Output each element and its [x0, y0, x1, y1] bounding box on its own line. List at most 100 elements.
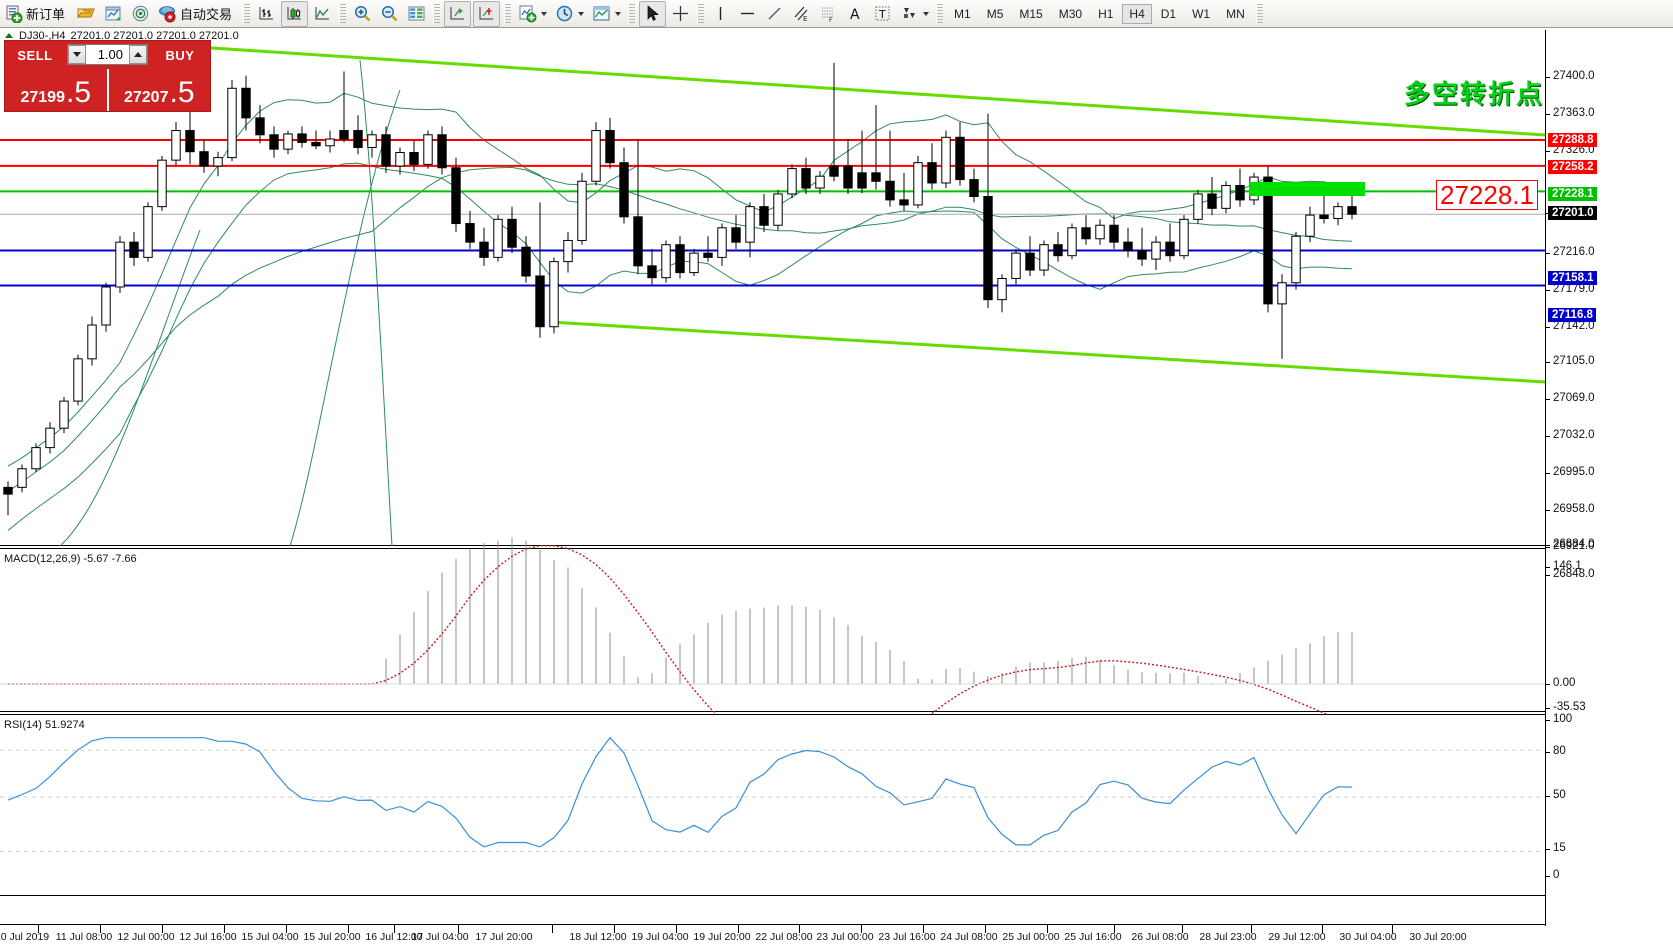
text-button[interactable]: A	[843, 1, 868, 27]
shapes-button[interactable]	[897, 1, 932, 27]
buy-price-fraction: .5	[169, 76, 195, 110]
toolbar-separator	[433, 3, 441, 24]
add-indicator-button[interactable]	[515, 1, 550, 27]
auto-trading-button[interactable]: 自动交易	[155, 1, 239, 27]
volume-input[interactable]: 1.00	[97, 47, 123, 62]
time-tick-mark	[224, 925, 225, 933]
chevron-down-icon[interactable]	[541, 11, 548, 16]
timeframe-w1[interactable]: W1	[1192, 6, 1211, 21]
time-tick-label: 17 Jul 20:00	[475, 931, 533, 943]
navigator-button[interactable]	[128, 1, 153, 27]
sell-price-integer: 27199	[20, 89, 65, 106]
auto-scroll-button[interactable]	[473, 0, 501, 27]
time-tick-mark	[38, 925, 39, 933]
new-order-label: 新订单	[26, 7, 66, 22]
time-axis[interactable]: 10 Jul 2019 11 Jul 08:00 12 Jul 00:00 12 Ju…	[0, 924, 1545, 950]
time-tick-label: 30 Jul 04:00	[1339, 931, 1397, 943]
pivot-level[interactable]: 27228.1	[1548, 187, 1597, 201]
buy-price[interactable]: 27207.5	[109, 69, 211, 111]
new-order-button[interactable]: 新订单	[1, 1, 72, 27]
trendline-button[interactable]	[762, 1, 787, 27]
toolbar-separator	[697, 3, 705, 24]
price-axis[interactable]: 27400.027363.027326.027253.027216.027179…	[1545, 30, 1673, 926]
volume-increase-button[interactable]	[129, 45, 147, 64]
equidistant-channel-button[interactable]: E	[789, 1, 814, 27]
time-tick-mark	[100, 925, 101, 933]
line-chart-button[interactable]	[310, 1, 335, 27]
time-tick-mark	[552, 925, 553, 933]
sell-button[interactable]: SELL	[17, 47, 53, 63]
time-tick-mark	[458, 925, 459, 933]
time-tick-mark	[923, 925, 924, 933]
market-watch-icon	[104, 4, 123, 23]
horizontal-line-icon	[738, 4, 757, 23]
time-tick-label: 30 Jul 20:00	[1409, 931, 1467, 943]
zoom-in-button[interactable]	[350, 1, 375, 27]
time-tick-label: 15 Jul 20:00	[303, 931, 361, 943]
current-price-level[interactable]: 27201.0	[1548, 206, 1597, 220]
zoom-out-icon	[380, 4, 399, 23]
time-tick-label: 25 Jul 00:00	[1002, 931, 1060, 943]
candlestick-chart-button[interactable]	[281, 0, 309, 27]
chart-shift-button[interactable]	[444, 0, 472, 27]
main-price-pane[interactable]	[0, 30, 1546, 547]
vertical-line-button[interactable]	[708, 1, 733, 27]
folder-button[interactable]	[74, 1, 99, 27]
sell-price[interactable]: 27199.5	[5, 69, 107, 111]
zoom-out-button[interactable]	[377, 1, 402, 27]
toolbar-separator	[1255, 3, 1263, 24]
timeframe-m30[interactable]: M30	[1058, 6, 1083, 21]
cursor-button[interactable]	[639, 0, 667, 27]
time-tick-mark	[394, 925, 395, 933]
time-tick-mark	[1251, 925, 1252, 933]
time-tick-label: 23 Jul 16:00	[878, 931, 936, 943]
vertical-line-icon	[711, 4, 730, 23]
one-click-trading-panel[interactable]: SELL 1.00 BUY 27199.5 27207.5	[4, 40, 211, 112]
volume-decrease-button[interactable]	[68, 45, 86, 64]
tile-windows-button[interactable]	[404, 1, 429, 27]
timeframe-m1[interactable]: M1	[954, 6, 971, 21]
crosshair-button[interactable]	[668, 1, 693, 27]
crosshair-icon	[671, 4, 690, 23]
timeframe-mn[interactable]: MN	[1226, 6, 1245, 21]
buy-button[interactable]: BUY	[165, 47, 195, 63]
macd-pane[interactable]	[0, 537, 1545, 761]
chevron-down-icon[interactable]	[615, 11, 622, 16]
svg-text:T: T	[878, 8, 886, 21]
svg-text:E: E	[803, 15, 807, 23]
price-divider	[106, 69, 109, 111]
trendline-icon	[765, 4, 784, 23]
timeframe-h1[interactable]: H1	[1098, 6, 1114, 21]
bar-chart-button[interactable]	[254, 1, 279, 27]
rsi-pane[interactable]	[0, 714, 1545, 896]
time-tick-label: 11 Jul 08:00	[55, 931, 113, 943]
time-tick-label: 15 Jul 04:00	[241, 931, 299, 943]
time-tick-label: 28 Jul 23:00	[1199, 931, 1257, 943]
resistance-level-1[interactable]: 27288.8	[1548, 133, 1597, 147]
chevron-down-icon[interactable]	[578, 11, 585, 16]
market-watch-button[interactable]	[101, 1, 126, 27]
support-level-2[interactable]: 27116.8	[1548, 308, 1596, 322]
time-tick-label: 10 Jul 2019	[0, 931, 50, 943]
timeframe-h4[interactable]: H4	[1122, 3, 1152, 24]
fibonacci-icon: F	[819, 4, 838, 24]
horizontal-line-button[interactable]	[735, 1, 760, 27]
period-button[interactable]	[552, 1, 587, 27]
time-tick-mark	[1322, 925, 1323, 933]
templates-button[interactable]	[589, 1, 624, 27]
timeframe-d1[interactable]: D1	[1160, 6, 1177, 21]
time-tick-mark	[1047, 925, 1048, 933]
fibonacci-button[interactable]: F	[816, 1, 841, 27]
chart-collapse-icon[interactable]	[4, 31, 14, 41]
resistance-level-2[interactable]: 27258.2	[1548, 160, 1597, 174]
chart-shift-icon	[448, 4, 467, 23]
support-level-1[interactable]: 27158.1	[1548, 271, 1597, 285]
time-tick-mark	[1182, 925, 1183, 933]
volume-stepper[interactable]: 1.00	[67, 44, 148, 65]
turning-point-annotation: 多空转折点	[1404, 79, 1545, 109]
timeframe-m5[interactable]: M5	[986, 6, 1004, 21]
text-label-button[interactable]: T	[870, 1, 895, 27]
chevron-down-icon[interactable]	[923, 11, 930, 16]
timeframe-m15[interactable]: M15	[1019, 6, 1043, 21]
time-tick-label: 24 Jul 08:00	[940, 931, 998, 943]
